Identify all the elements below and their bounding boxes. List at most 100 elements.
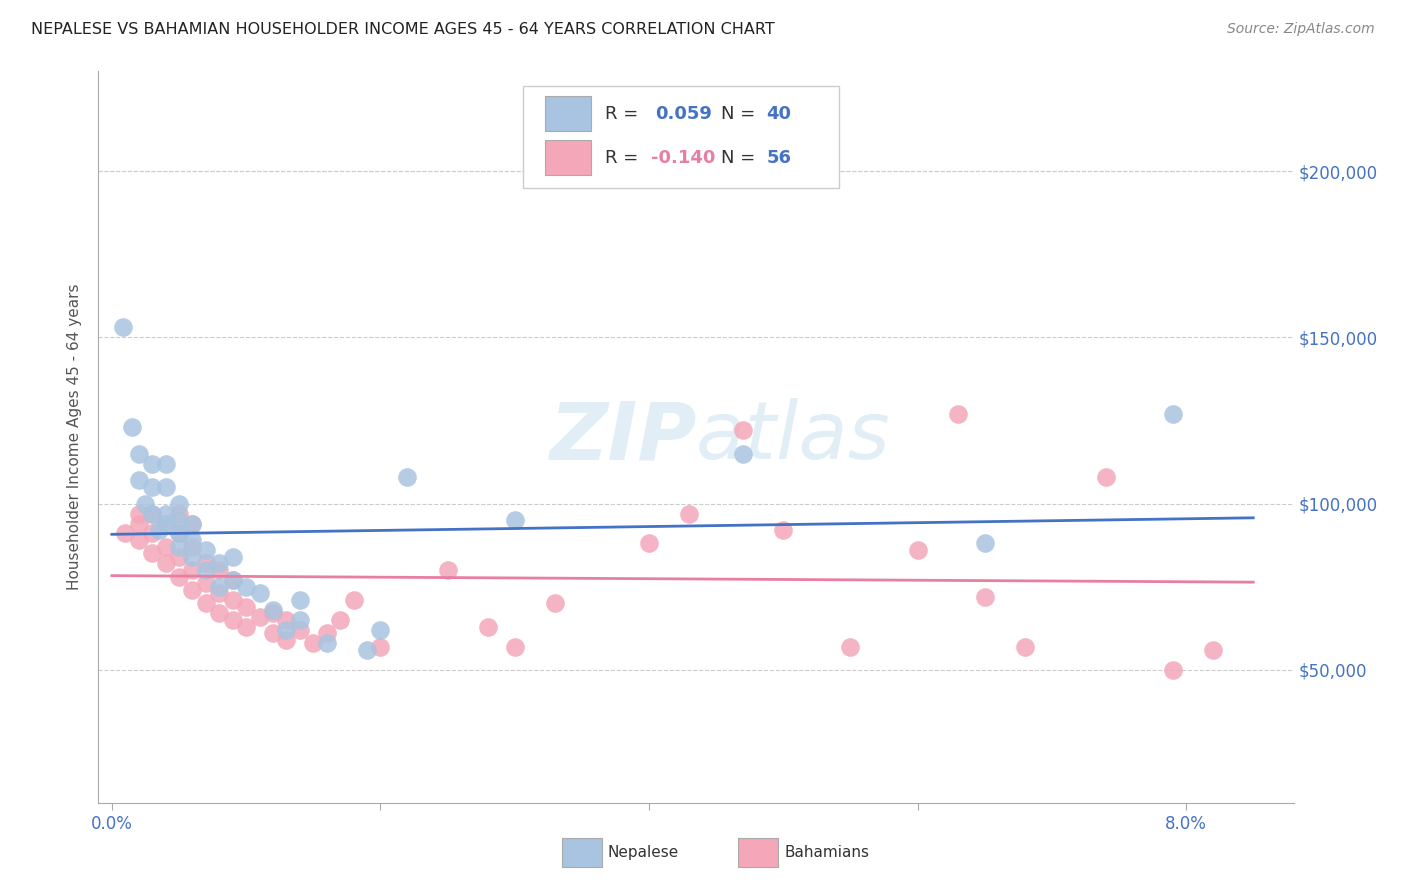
Point bbox=[1094, 470, 1116, 484]
Point bbox=[288, 613, 311, 627]
Point bbox=[1161, 407, 1184, 421]
Point bbox=[276, 613, 298, 627]
Point bbox=[370, 623, 392, 637]
Point bbox=[155, 480, 177, 494]
Point bbox=[167, 526, 190, 541]
Text: R =: R = bbox=[605, 149, 644, 167]
Point bbox=[167, 513, 190, 527]
Point bbox=[678, 507, 700, 521]
Text: Bahamians: Bahamians bbox=[785, 846, 869, 860]
Point bbox=[302, 636, 325, 650]
Point bbox=[222, 613, 245, 627]
Point bbox=[181, 582, 204, 597]
Point bbox=[1161, 663, 1184, 677]
Point bbox=[194, 557, 217, 571]
Point bbox=[342, 593, 364, 607]
Point bbox=[288, 623, 311, 637]
Point bbox=[772, 523, 794, 537]
Point bbox=[141, 480, 163, 494]
Point bbox=[167, 497, 190, 511]
Point bbox=[121, 420, 143, 434]
Point bbox=[181, 549, 204, 564]
Point bbox=[235, 619, 257, 633]
Point bbox=[128, 516, 150, 531]
Point bbox=[155, 557, 177, 571]
Point bbox=[208, 580, 231, 594]
Point bbox=[167, 526, 190, 541]
Text: atlas: atlas bbox=[696, 398, 891, 476]
FancyBboxPatch shape bbox=[523, 86, 839, 188]
Point bbox=[111, 320, 134, 334]
Point bbox=[973, 536, 995, 550]
Point bbox=[194, 543, 217, 558]
Text: Source: ZipAtlas.com: Source: ZipAtlas.com bbox=[1227, 22, 1375, 37]
Point bbox=[208, 557, 231, 571]
Point bbox=[141, 546, 163, 560]
Point bbox=[134, 497, 156, 511]
Text: R =: R = bbox=[605, 104, 644, 123]
Point bbox=[396, 470, 419, 484]
Y-axis label: Householder Income Ages 45 - 64 years: Householder Income Ages 45 - 64 years bbox=[67, 284, 83, 591]
Text: 40: 40 bbox=[766, 104, 792, 123]
Point bbox=[167, 507, 190, 521]
Point bbox=[249, 586, 271, 600]
FancyBboxPatch shape bbox=[546, 96, 591, 131]
Point bbox=[194, 576, 217, 591]
Point bbox=[638, 536, 661, 550]
Point bbox=[167, 549, 190, 564]
Point bbox=[276, 632, 298, 647]
Point bbox=[262, 603, 284, 617]
Point bbox=[731, 424, 754, 438]
Point bbox=[128, 507, 150, 521]
Text: -0.140: -0.140 bbox=[651, 149, 714, 167]
Point bbox=[208, 607, 231, 621]
Text: NEPALESE VS BAHAMIAN HOUSEHOLDER INCOME AGES 45 - 64 YEARS CORRELATION CHART: NEPALESE VS BAHAMIAN HOUSEHOLDER INCOME … bbox=[31, 22, 775, 37]
Point bbox=[544, 596, 567, 610]
Point bbox=[155, 516, 177, 531]
Point bbox=[839, 640, 862, 654]
Point bbox=[222, 573, 245, 587]
Point bbox=[370, 640, 392, 654]
Point bbox=[148, 523, 170, 537]
Point bbox=[973, 590, 995, 604]
Point bbox=[128, 533, 150, 548]
Point bbox=[208, 586, 231, 600]
Point bbox=[276, 623, 298, 637]
Point bbox=[194, 563, 217, 577]
Point bbox=[222, 549, 245, 564]
Point bbox=[181, 540, 204, 554]
Point bbox=[946, 407, 969, 421]
Text: ZIP: ZIP bbox=[548, 398, 696, 476]
Text: 0.059: 0.059 bbox=[655, 104, 713, 123]
Point bbox=[155, 457, 177, 471]
Point bbox=[222, 573, 245, 587]
Point bbox=[235, 599, 257, 614]
Point bbox=[181, 563, 204, 577]
Point bbox=[114, 526, 136, 541]
Text: 56: 56 bbox=[766, 149, 792, 167]
Point bbox=[1202, 643, 1225, 657]
Point bbox=[1014, 640, 1036, 654]
Point bbox=[181, 533, 204, 548]
Point bbox=[503, 640, 526, 654]
Point bbox=[181, 516, 204, 531]
Point bbox=[477, 619, 499, 633]
Point bbox=[503, 513, 526, 527]
Point bbox=[141, 507, 163, 521]
FancyBboxPatch shape bbox=[546, 140, 591, 175]
Point bbox=[907, 543, 929, 558]
Point bbox=[194, 596, 217, 610]
Point bbox=[262, 626, 284, 640]
Point bbox=[315, 636, 337, 650]
Point bbox=[249, 609, 271, 624]
Point bbox=[731, 447, 754, 461]
Point bbox=[167, 540, 190, 554]
Point bbox=[262, 607, 284, 621]
Point bbox=[155, 516, 177, 531]
Point bbox=[288, 593, 311, 607]
Text: N =: N = bbox=[721, 104, 761, 123]
Point bbox=[329, 613, 352, 627]
Point bbox=[141, 507, 163, 521]
Point bbox=[141, 526, 163, 541]
Point bbox=[222, 593, 245, 607]
